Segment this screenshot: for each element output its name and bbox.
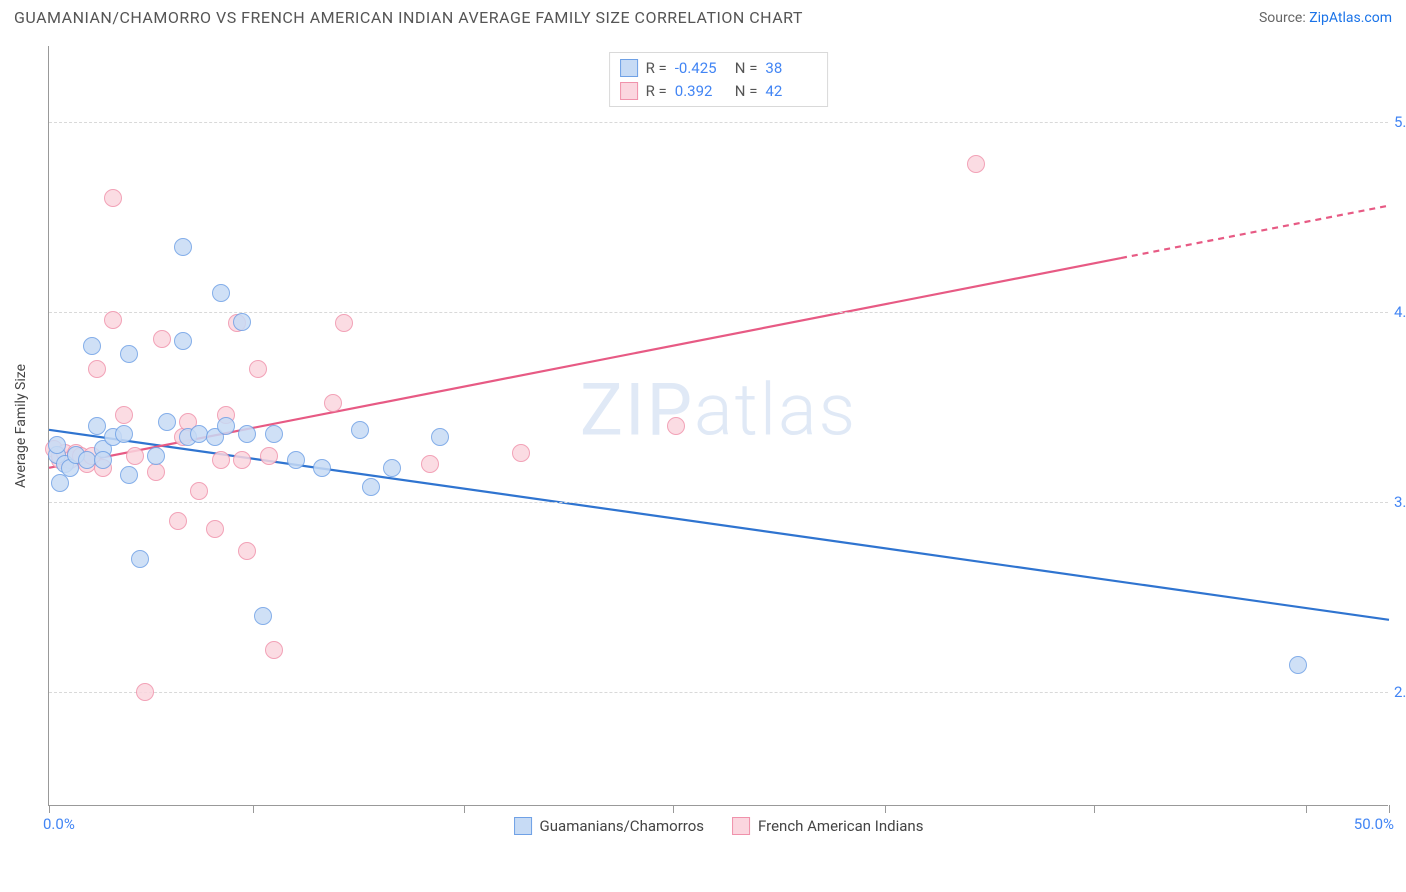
data-point [512,444,530,462]
x-axis-min-label: 0.0% [43,815,75,833]
y-tick-label: 3.00 [1394,493,1406,511]
data-point [217,417,235,435]
x-tick [464,805,465,813]
data-point [313,459,331,477]
data-point [287,451,305,469]
x-tick [1306,805,1307,813]
data-point [967,155,985,173]
source-link[interactable]: ZipAtlas.com [1309,10,1392,26]
data-point [351,421,369,439]
data-point [1289,656,1307,674]
x-tick [885,805,886,813]
x-tick [253,805,254,813]
data-point [51,474,69,492]
data-point [238,542,256,560]
swatch-blue [514,817,532,835]
data-point [169,512,187,530]
y-tick-label: 4.00 [1394,303,1406,321]
chart-title: GUAMANIAN/CHAMORRO VS FRENCH AMERICAN IN… [14,8,803,27]
data-point [324,394,342,412]
data-point [131,550,149,568]
y-tick-label: 5.00 [1394,113,1406,131]
chart-container: GUAMANIAN/CHAMORRO VS FRENCH AMERICAN IN… [0,0,1406,892]
data-point [104,311,122,329]
header: GUAMANIAN/CHAMORRO VS FRENCH AMERICAN IN… [0,0,1406,31]
data-point [212,451,230,469]
data-point [667,417,685,435]
data-point [265,641,283,659]
data-point [115,406,133,424]
y-axis-label: Average Family Size [13,363,29,487]
x-tick [49,805,50,813]
plot-area: ZIPatlas Average Family Size 0.0% 50.0% … [48,46,1388,806]
data-point [260,447,278,465]
data-point [94,451,112,469]
y-tick-label: 2.00 [1394,683,1406,701]
trend-line [1121,206,1389,258]
data-point [115,425,133,443]
data-point [249,360,267,378]
gridline-h [49,312,1388,313]
data-point [174,332,192,350]
data-point [233,451,251,469]
series-legend: Guamanians/Chamorros French American Ind… [514,817,924,835]
data-point [104,189,122,207]
data-point [153,330,171,348]
swatch-pink [732,817,750,835]
data-point [147,447,165,465]
data-point [88,360,106,378]
series-name-blue: Guamanians/Chamorros [540,817,704,835]
data-point [83,337,101,355]
data-point [120,345,138,363]
x-tick [673,805,674,813]
legend-item-pink: French American Indians [732,817,923,835]
series-name-pink: French American Indians [758,817,923,835]
data-point [158,413,176,431]
data-point [265,425,283,443]
data-point [335,314,353,332]
data-point [238,425,256,443]
data-point [174,238,192,256]
data-point [136,683,154,701]
data-point [88,417,106,435]
data-point [431,428,449,446]
x-tick [1389,805,1390,813]
gridline-h [49,692,1388,693]
gridline-h [49,502,1388,503]
x-axis-max-label: 50.0% [1354,815,1394,833]
gridline-h [49,122,1388,123]
data-point [126,447,144,465]
data-point [206,520,224,538]
data-point [362,478,380,496]
data-point [212,284,230,302]
data-point [254,607,272,625]
data-point [48,436,66,454]
data-point [120,466,138,484]
source-attribution: Source: ZipAtlas.com [1259,10,1392,26]
data-point [190,482,208,500]
data-point [421,455,439,473]
data-point [233,313,251,331]
x-tick [1094,805,1095,813]
data-point [383,459,401,477]
source-label: Source: [1259,10,1309,26]
data-point [190,425,208,443]
legend-item-blue: Guamanians/Chamorros [514,817,704,835]
